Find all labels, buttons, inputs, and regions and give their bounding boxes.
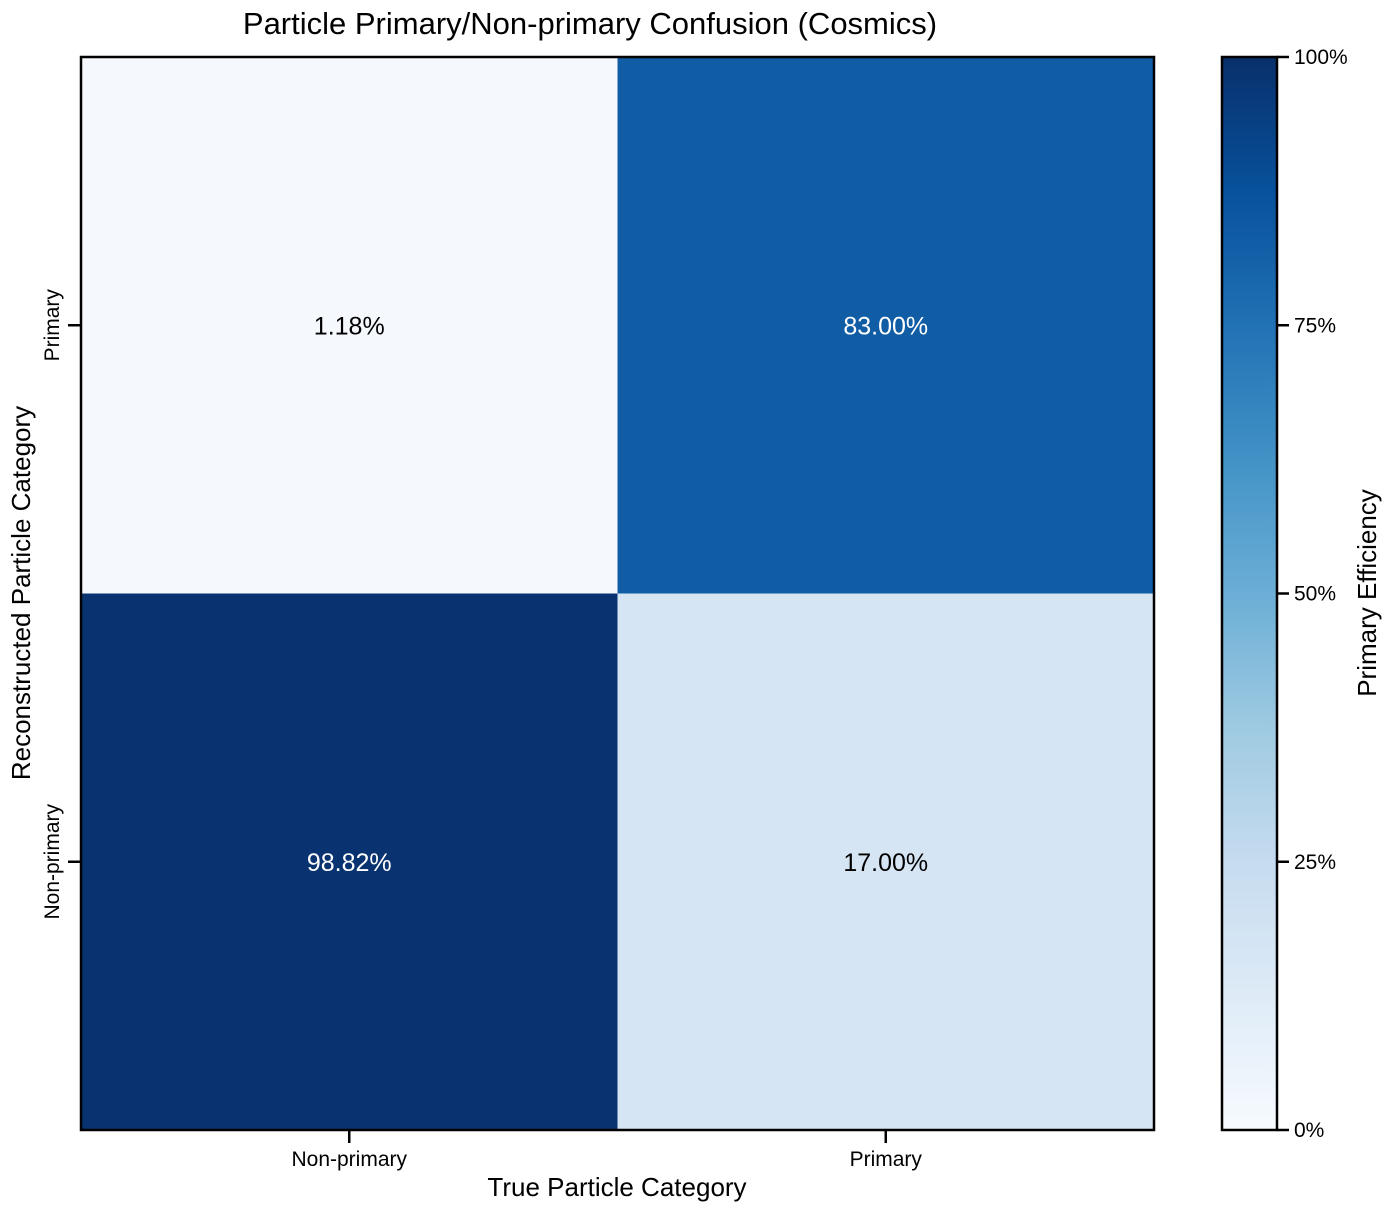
cell-value-label-1: 83.00% xyxy=(843,312,928,340)
heatmap-cells xyxy=(81,57,1154,1130)
chart-title: Particle Primary/Non-primary Confusion (… xyxy=(243,6,937,41)
y-tick-label-1: Non-primary xyxy=(41,803,64,919)
x-tick-label-1: Primary xyxy=(850,1148,923,1171)
colorbar-ticks: 0% 25% 50% 75% 100% xyxy=(1277,46,1348,1142)
y-axis-label: Reconstructed Particle Category xyxy=(6,406,36,780)
x-axis-label: True Particle Category xyxy=(487,1172,746,1202)
colorbar xyxy=(1220,55,1279,1132)
heatmap-cell-labels: 1.18% 83.00% 98.82% 17.00% xyxy=(307,312,928,877)
heatmap-cell-0 xyxy=(81,57,618,594)
y-tick-label-0: Primary xyxy=(41,289,64,362)
cell-value-label-3: 17.00% xyxy=(843,849,928,877)
colorbar-tick-label-1: 25% xyxy=(1294,851,1336,874)
cell-value-label-2: 98.82% xyxy=(307,849,392,877)
x-tick-label-0: Non-primary xyxy=(291,1148,407,1171)
colorbar-tick-label-2: 50% xyxy=(1294,583,1336,606)
colorbar-tick-label-0: 0% xyxy=(1294,1119,1324,1142)
heatmap-cell-3 xyxy=(617,593,1154,1130)
heatmap-cell-1 xyxy=(617,57,1154,594)
heatmap-cell-2 xyxy=(81,593,618,1130)
cell-value-label-0: 1.18% xyxy=(314,312,385,340)
colorbar-label: Primary Efficiency xyxy=(1352,489,1382,697)
colorbar-tick-label-3: 75% xyxy=(1294,314,1336,337)
y-axis-ticks: Primary Non-primary xyxy=(41,289,81,920)
plot-frame xyxy=(79,55,1156,1132)
x-axis-ticks: Non-primary Primary xyxy=(291,1130,922,1171)
colorbar-tick-label-4: 100% xyxy=(1294,46,1348,69)
